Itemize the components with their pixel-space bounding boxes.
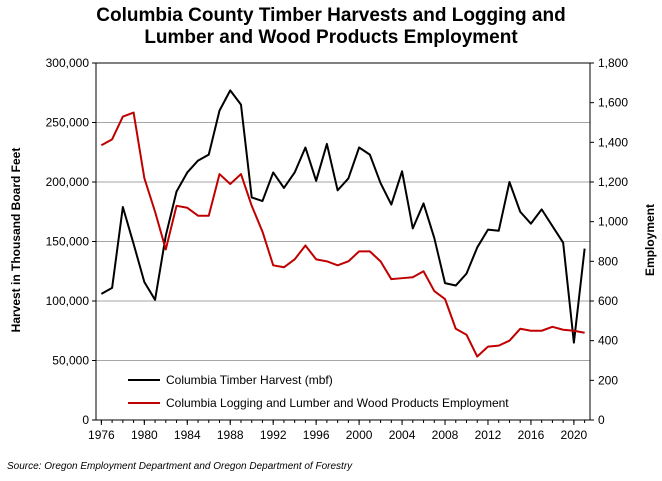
right-tick-label-1: 200 [598, 373, 618, 387]
x-tick-label-10: 2016 [518, 428, 545, 442]
left-tick-label-2: 100,000 [46, 294, 90, 308]
right-tick-label-6: 1,200 [598, 175, 628, 189]
x-tick-label-7: 2004 [389, 428, 416, 442]
right-tick-label-4: 800 [598, 254, 618, 268]
harvest-series-line [100, 89, 586, 344]
x-tick-label-9: 2012 [475, 428, 502, 442]
x-tick-label-11: 2020 [561, 428, 588, 442]
left-tick-label-5: 250,000 [46, 116, 90, 130]
left-tick-label-4: 200,000 [46, 175, 90, 189]
left-tick-label-1: 50,000 [52, 354, 89, 368]
x-tick-label-5: 1996 [303, 428, 330, 442]
right-tick-label-3: 600 [598, 294, 618, 308]
left-tick-label-3: 150,000 [46, 235, 90, 249]
right-tick-label-2: 400 [598, 334, 618, 348]
x-tick-label-8: 2008 [432, 428, 459, 442]
legend-label-harvest: Columbia Timber Harvest (mbf) [166, 373, 333, 387]
x-tick-label-2: 1984 [174, 428, 201, 442]
legend-label-employment: Columbia Logging and Lumber and Wood Pro… [166, 396, 509, 410]
right-axis-ticks: 0 200 400 600 800 1,000 1,200 1,400 1,600 1,800 [590, 56, 628, 427]
left-tick-label-0: 0 [82, 413, 89, 427]
x-tick-label-3: 1988 [217, 428, 244, 442]
y-axis-title: Harvest in Thousand Board Feet [9, 148, 23, 333]
right-tick-label-5: 1,000 [598, 215, 628, 229]
right-tick-label-0: 0 [598, 413, 605, 427]
right-tick-label-7: 1,400 [598, 135, 628, 149]
right-tick-label-9: 1,800 [598, 56, 628, 70]
chart-title-line-2: Lumber and Wood Products Employment [144, 27, 518, 48]
x-axis-ticks: 1976 1980 1984 1988 1992 1996 2000 2004 2008 2012… [88, 420, 588, 442]
source-note: Source: Oregon Employment Department and… [7, 461, 353, 472]
legend: Columbia Timber Harvest (mbf) Columbia L… [128, 373, 509, 410]
gridlines [96, 122, 590, 361]
left-tick-label-6: 300,000 [46, 56, 90, 70]
right-tick-label-8: 1,600 [598, 96, 628, 110]
series-lines [100, 89, 586, 358]
left-axis-ticks: 0 50,000 100,000 150,000 200,000 250,000 300,0… [46, 56, 96, 427]
employment-series-line [100, 111, 585, 358]
y2-axis-title: Employment [643, 204, 657, 276]
x-tick-label-1: 1980 [131, 428, 158, 442]
x-tick-label-6: 2000 [346, 428, 373, 442]
chart-title-line-1: Columbia County Timber Harvests and Logg… [96, 5, 565, 26]
x-tick-label-0: 1976 [88, 428, 115, 442]
x-tick-label-4: 1992 [260, 428, 287, 442]
